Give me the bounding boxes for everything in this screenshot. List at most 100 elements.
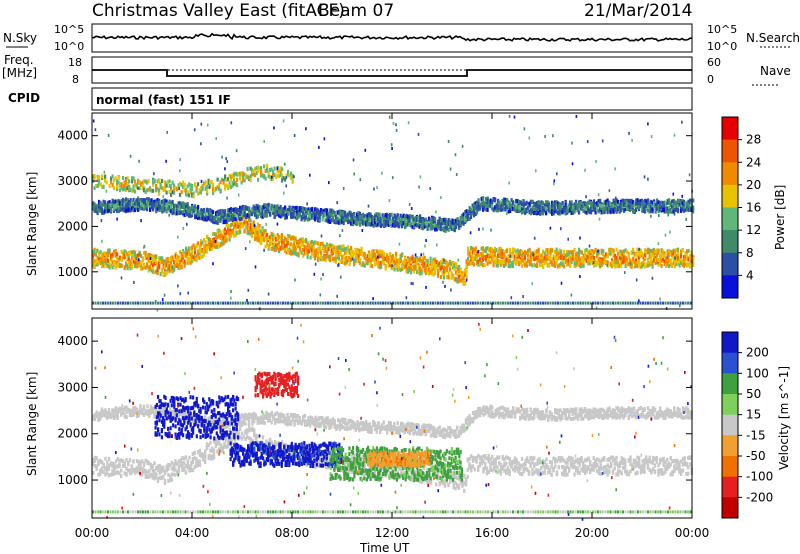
power-cell [378,222,381,227]
power-cell [515,199,518,204]
power-cell [522,205,525,210]
power-cell [420,259,423,263]
power-cell [276,206,279,210]
power-cell [149,201,152,206]
power-cell [423,218,426,223]
power-cell [606,198,609,203]
power-cell [261,214,264,219]
power-cell [606,260,609,265]
power-cell [420,218,423,223]
power-cell [101,264,104,269]
power-cell [482,263,485,268]
power-cell [282,241,285,246]
power-cell [533,211,536,215]
power-cell [389,252,392,257]
power-cell [207,216,210,221]
power-cell [450,273,453,278]
power-cell [138,186,141,191]
power-cell [269,239,272,244]
power-cell [396,220,399,225]
power-cell [630,251,633,256]
power-cell [554,250,557,255]
power-cell [317,241,320,246]
power-cell [345,214,348,219]
power-cell [651,207,654,212]
power-cell [470,257,473,262]
power-cell [171,211,174,216]
power-cell [659,201,662,205]
power-cell [144,265,147,270]
power-cell [590,207,593,212]
power-cell [513,205,516,210]
power-cell [327,257,330,261]
power-cell [252,210,255,215]
power-cell [176,211,179,216]
power-cell [549,250,552,255]
power-cell [564,207,567,212]
power-cell [245,224,248,229]
power-cell [285,240,288,245]
power-cell [572,210,575,215]
power-cell [494,260,497,265]
power-cell [449,261,452,265]
power-cell [180,204,183,209]
power-cell [530,208,533,213]
power-cell [383,214,386,219]
power-cell [434,270,437,275]
power-cell [534,249,537,254]
power-cell [221,234,224,238]
power-cell [609,208,612,212]
power-cell [647,198,650,203]
power-cell [497,263,500,268]
power-cell [375,217,378,222]
power-cell [494,246,497,251]
power-cell [219,243,222,248]
power-cell [533,208,536,213]
power-cell [92,253,95,258]
power-cell [662,203,665,208]
power-cell [281,210,284,215]
power-cell [269,206,272,211]
power-cell [342,221,345,226]
power-cell [234,213,237,218]
power-cell [318,215,321,220]
power-cell [108,205,111,209]
power-cell [101,184,104,189]
power-cell [557,254,560,259]
power-cell [188,246,191,251]
power-cell [618,208,621,213]
power-cell [614,259,617,264]
power-cell [569,255,572,260]
power-cell [335,245,338,250]
power-cell [348,251,351,256]
power-cell [501,251,504,256]
power-cell [305,207,308,212]
power-cell [425,224,428,229]
power-cell [203,252,206,257]
power-cell [602,207,605,212]
power-cell [228,207,231,212]
power-cell [623,255,626,260]
power-cell [567,209,570,214]
power-cell [434,263,437,268]
power-cell [581,263,584,268]
power-cell [324,208,327,213]
power-cell [167,203,170,208]
power-cell [438,216,441,221]
power-cell [444,269,447,274]
power-cell [335,218,338,223]
power-cell [165,190,168,195]
power-cell [285,213,288,218]
power-cell [188,206,191,210]
power-cell [260,207,263,212]
power-cell [317,216,320,221]
power-cell [134,253,137,258]
power-cell [125,252,128,257]
power-cell [470,215,473,220]
power-cell [581,250,584,255]
power-cell [443,265,446,270]
power-cell [218,228,221,233]
power-cell [122,187,125,192]
power-cell [642,259,645,264]
power-cell [389,263,392,267]
